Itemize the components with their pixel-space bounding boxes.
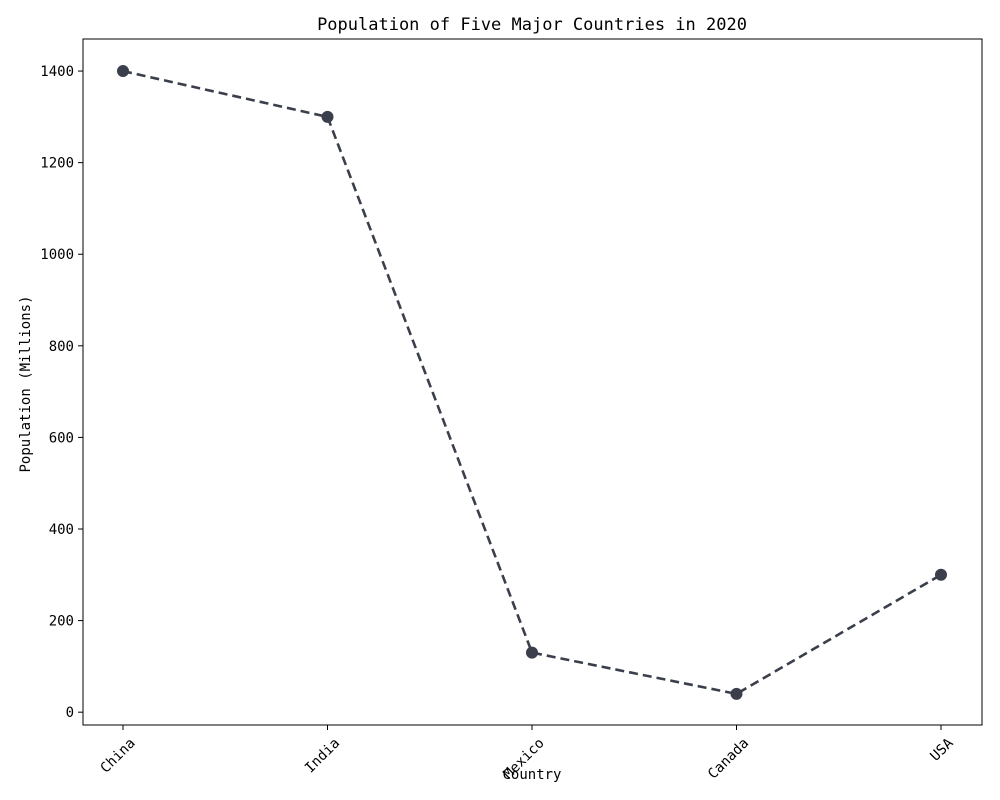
x-tick-label: Canada <box>705 735 752 782</box>
plot-area <box>82 38 983 726</box>
y-tick-label: 1000 <box>40 247 74 263</box>
y-tick-label: 800 <box>49 339 74 355</box>
y-axis-label: Population (Millions) <box>18 295 34 472</box>
data-point-canada <box>730 687 743 700</box>
x-tick-label: USA <box>927 735 957 765</box>
y-tick-label: 200 <box>49 614 74 630</box>
series-line <box>122 69 942 696</box>
y-tick-label: 400 <box>49 522 74 538</box>
x-axis-label: Country <box>502 767 561 783</box>
y-tick-label: 1200 <box>40 156 74 172</box>
x-tick-label: China <box>97 735 138 776</box>
series-points <box>117 65 947 700</box>
y-axis: 0 200 400 600 800 1000 1200 1400 <box>40 64 83 721</box>
y-tick-label: 1400 <box>40 64 74 80</box>
x-tick-label: India <box>302 735 343 776</box>
data-point-china <box>117 65 129 78</box>
data-point-mexico <box>526 646 538 659</box>
chart-title: Population of Five Major Countries in 20… <box>317 15 747 35</box>
data-point-usa <box>935 568 947 581</box>
y-tick-label: 0 <box>66 705 74 721</box>
y-tick-label: 600 <box>49 430 74 446</box>
data-point-india <box>321 110 334 123</box>
